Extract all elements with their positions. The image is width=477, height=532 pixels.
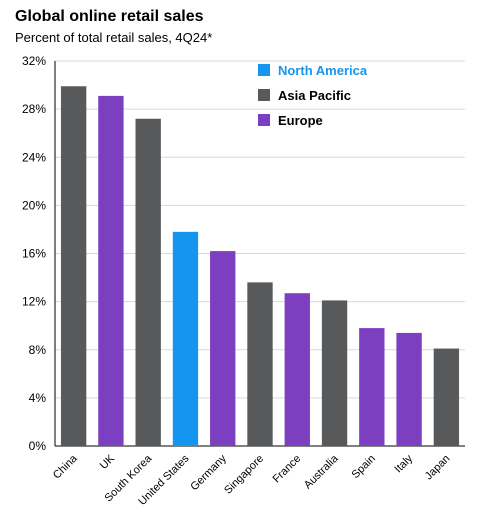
legend-label: Europe bbox=[278, 113, 323, 128]
legend-label: Asia Pacific bbox=[278, 88, 351, 103]
legend-label: North America bbox=[278, 63, 368, 78]
bar bbox=[172, 231, 199, 446]
bar bbox=[135, 118, 161, 446]
legend-swatch bbox=[258, 114, 270, 126]
x-tick-label: France bbox=[271, 453, 304, 486]
bar bbox=[247, 282, 273, 446]
bar bbox=[284, 293, 310, 446]
bar bbox=[321, 300, 348, 446]
y-tick-label: 0% bbox=[29, 439, 47, 453]
bar bbox=[433, 348, 460, 446]
x-tick-label: Italy bbox=[392, 452, 415, 475]
y-tick-label: 32% bbox=[22, 54, 46, 68]
bar bbox=[60, 86, 87, 446]
x-tick-label: Spain bbox=[350, 453, 378, 481]
legend-swatch bbox=[258, 89, 270, 101]
y-tick-label: 8% bbox=[29, 343, 47, 357]
chart-title: Global online retail sales bbox=[15, 8, 204, 25]
x-tick-label: Japan bbox=[423, 453, 453, 483]
x-tick-label: Australia bbox=[302, 452, 341, 491]
y-tick-label: 12% bbox=[22, 295, 46, 309]
legend-swatch bbox=[258, 64, 270, 76]
x-tick-label: UK bbox=[98, 452, 118, 472]
bar bbox=[98, 95, 124, 446]
y-tick-label: 16% bbox=[22, 247, 46, 261]
y-tick-label: 28% bbox=[22, 102, 46, 116]
x-tick-label: China bbox=[51, 452, 80, 481]
bar bbox=[210, 251, 236, 446]
y-tick-label: 24% bbox=[22, 150, 46, 164]
y-tick-label: 20% bbox=[22, 198, 46, 212]
chart-subtitle: Percent of total retail sales, 4Q24* bbox=[15, 30, 213, 45]
bar bbox=[396, 332, 422, 446]
y-tick-label: 4% bbox=[29, 391, 47, 405]
x-tick-label: Singapore bbox=[222, 453, 266, 497]
bar bbox=[359, 328, 385, 446]
